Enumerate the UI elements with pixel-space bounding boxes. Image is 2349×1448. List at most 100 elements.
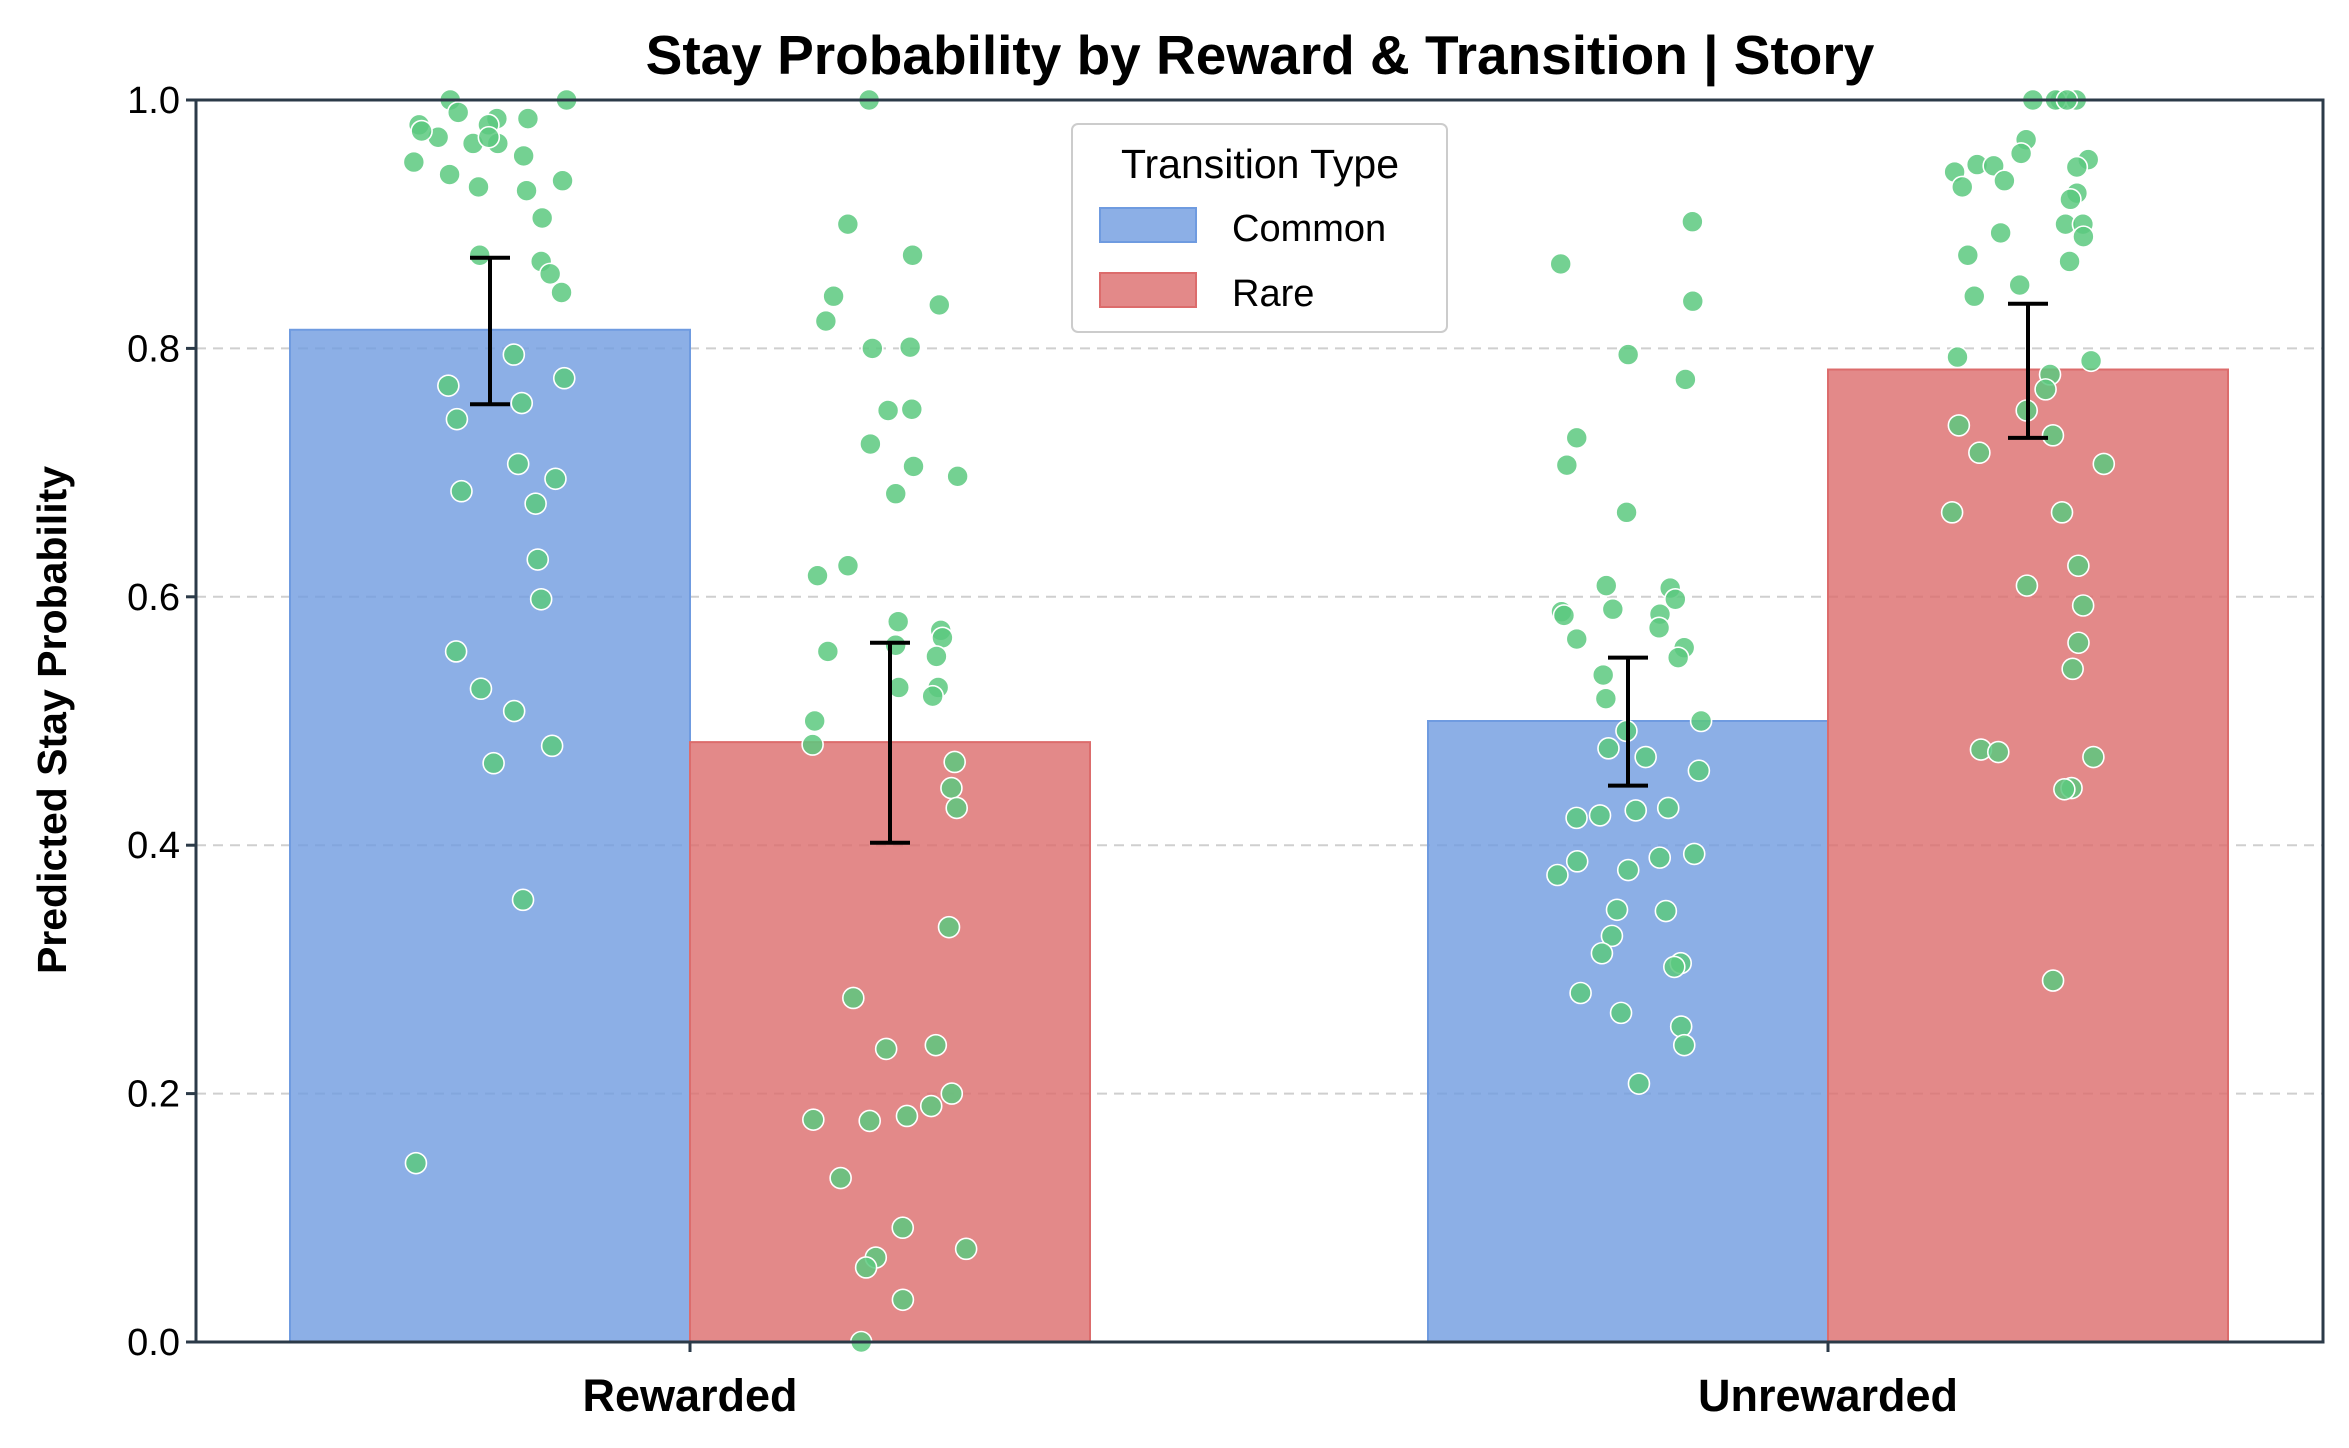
data-point <box>842 986 865 1010</box>
data-point <box>444 640 468 663</box>
data-point <box>919 1094 943 1118</box>
data-point <box>931 626 954 650</box>
data-point <box>814 309 838 333</box>
data-point <box>515 179 538 202</box>
data-point <box>1565 426 1589 450</box>
data-point <box>901 243 924 267</box>
data-point <box>884 482 908 506</box>
data-point <box>477 125 501 149</box>
data-point <box>924 1033 948 1057</box>
data-point <box>1609 1001 1633 1025</box>
data-point <box>1565 850 1589 873</box>
data-point <box>854 1256 878 1279</box>
y-tick-label: 0.4 <box>127 825 180 867</box>
data-point <box>902 455 925 478</box>
data-point <box>940 776 963 800</box>
data-point <box>836 554 860 578</box>
data-point <box>874 1037 898 1061</box>
error-bars <box>470 255 2048 845</box>
data-point <box>1989 221 2012 245</box>
data-point <box>538 262 562 286</box>
legend-label-common: Common <box>1232 208 1386 250</box>
data-point <box>2050 501 2074 524</box>
data-point <box>1940 501 1964 524</box>
data-point <box>886 610 910 633</box>
data-point <box>530 206 554 230</box>
data-point <box>806 564 829 587</box>
data-point <box>1591 663 1615 687</box>
data-point <box>859 432 882 456</box>
data-point <box>1615 501 1638 524</box>
x-tick-label: Rewarded <box>582 1370 797 1421</box>
y-tick-label: 0.6 <box>127 577 180 619</box>
data-point <box>1664 587 1687 611</box>
data-point <box>1672 1033 1696 1057</box>
data-point <box>803 709 826 733</box>
data-point <box>506 452 530 476</box>
legend-swatch-rare <box>1099 272 1197 308</box>
data-point <box>900 397 924 421</box>
data-point <box>2065 155 2089 179</box>
data-point <box>1616 858 1640 882</box>
data-point <box>876 399 900 422</box>
y-tick-label: 0.8 <box>127 328 180 370</box>
data-point <box>2071 594 2095 617</box>
data-point <box>516 107 540 130</box>
data-point <box>404 1151 428 1175</box>
data-point <box>2082 745 2105 769</box>
data-point <box>512 144 535 168</box>
plot-frame <box>194 98 2325 1344</box>
data-point <box>1946 345 1969 369</box>
data-point <box>1590 941 1614 965</box>
data-point <box>921 684 944 708</box>
data-point <box>937 915 961 939</box>
data-point <box>468 243 492 267</box>
data-point <box>2034 378 2057 401</box>
data-point <box>410 119 433 143</box>
data-point <box>1565 806 1588 830</box>
data-point <box>540 734 564 758</box>
data-point <box>550 281 573 304</box>
data-point <box>1616 343 1640 366</box>
y-tick-label: 0.0 <box>127 1322 180 1364</box>
data-point <box>1947 414 1971 437</box>
data-point <box>954 1237 978 1261</box>
data-point <box>836 212 860 236</box>
data-point <box>1569 981 1592 1005</box>
data-point <box>1552 604 1576 627</box>
data-point <box>861 337 884 360</box>
data-point <box>469 677 493 701</box>
data-point <box>801 733 824 756</box>
data-point <box>1597 737 1620 760</box>
data-point <box>2067 631 2090 655</box>
data-point <box>1594 687 1618 710</box>
y-tick-label: 0.2 <box>127 1074 180 1116</box>
data-point <box>940 1082 964 1105</box>
data-point <box>1962 284 1986 308</box>
legend: Transition Type Common Rare <box>1071 123 1448 333</box>
data-point <box>822 284 845 308</box>
legend-swatch-common <box>1099 207 1197 243</box>
data-point <box>1656 796 1680 820</box>
data-point <box>551 169 574 193</box>
axes: 0.0 0.2 0.4 0.6 0.8 1.0 Rewarded Unrewarded <box>127 80 1958 1421</box>
data-point <box>1594 574 1618 597</box>
data-point <box>552 366 576 390</box>
data-point <box>925 645 948 668</box>
data-point <box>510 391 534 415</box>
bar-rare-unrewarded <box>1827 368 2229 1344</box>
data-point <box>1654 899 1678 923</box>
data-point <box>1600 924 1624 948</box>
data-point <box>446 101 470 124</box>
data-point <box>544 467 567 491</box>
data-point <box>1682 842 1706 866</box>
bars <box>289 328 2229 1344</box>
data-point <box>1663 955 1686 979</box>
data-point <box>1687 759 1711 782</box>
data-point <box>2009 142 2033 165</box>
data-point <box>1549 252 1573 276</box>
data-point <box>895 1104 919 1128</box>
data-point <box>1647 616 1671 640</box>
data-point <box>1634 745 1657 769</box>
